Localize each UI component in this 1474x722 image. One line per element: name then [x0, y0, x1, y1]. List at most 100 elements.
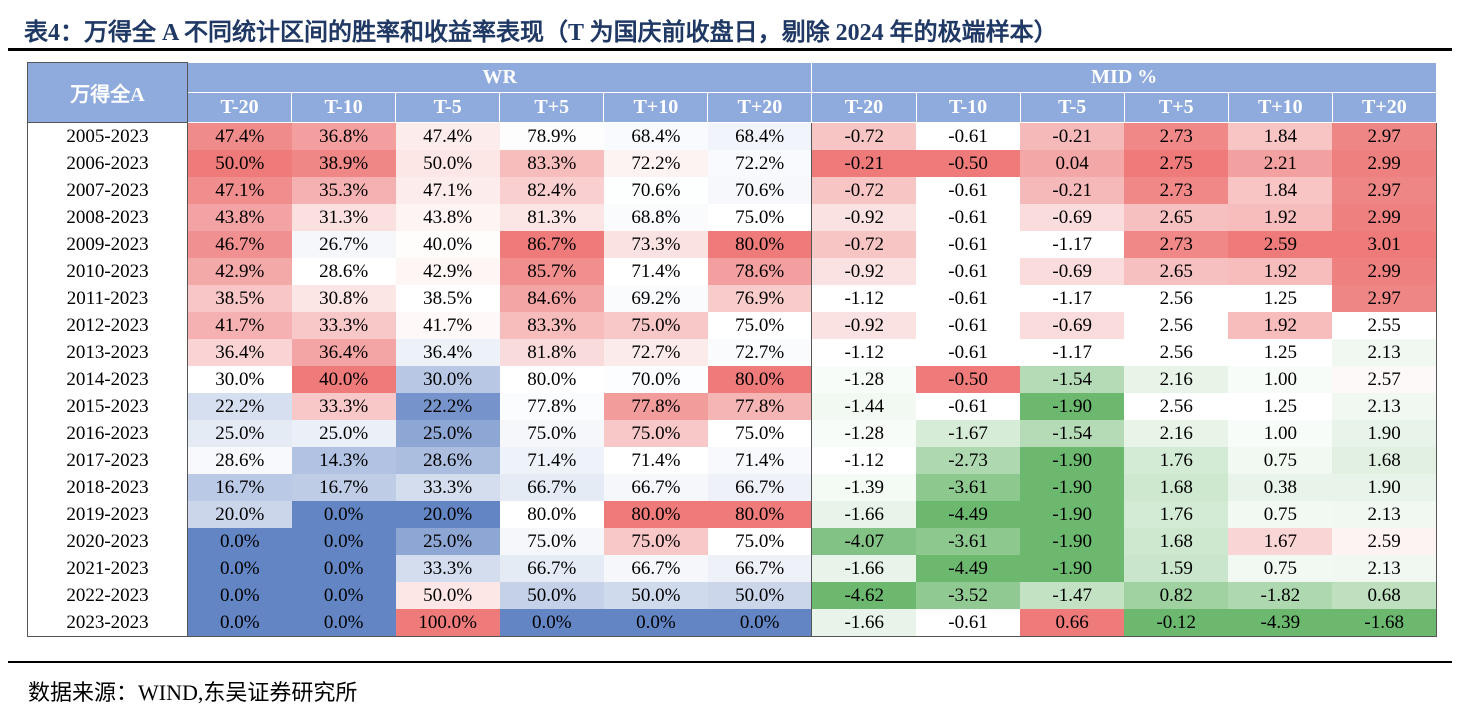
wr-column-header: T-20 [186, 92, 293, 123]
table-row: 2009-2023 46.7% 26.7% 40.0% 86.7% 73.3% 80.0% -… [27, 231, 1437, 258]
mid-cell: -0.61 [916, 285, 1021, 312]
mid-cell: -1.17 [1020, 339, 1125, 366]
mid-cell: -0.50 [916, 366, 1021, 393]
mid-cell: 1.76 [1124, 447, 1229, 474]
wr-cell: 50.0% [395, 582, 500, 609]
wr-cell: 75.0% [603, 420, 708, 447]
mid-cell: 1.25 [1228, 339, 1333, 366]
wr-cell: 25.0% [395, 420, 500, 447]
wr-cell: 38.5% [187, 285, 292, 312]
mid-cell: -0.61 [916, 258, 1021, 285]
mid-cell: -1.90 [1020, 447, 1125, 474]
wr-cell: 84.6% [499, 285, 604, 312]
period-cell: 2017-2023 [27, 447, 188, 474]
wr-cell: 75.0% [499, 528, 604, 555]
mid-cell: 2.13 [1332, 555, 1437, 582]
wr-cell: 70.6% [707, 177, 812, 204]
wr-cell: 66.7% [499, 555, 604, 582]
mid-cell: -1.12 [811, 285, 917, 312]
wr-cell: 33.3% [291, 312, 396, 339]
wr-cell: 36.8% [291, 122, 396, 150]
wr-cell: 36.4% [187, 339, 292, 366]
wr-cell: 0.0% [603, 609, 708, 637]
wr-cell: 70.0% [603, 366, 708, 393]
wr-cell: 66.7% [603, 555, 708, 582]
mid-cell: -0.61 [916, 339, 1021, 366]
mid-cell: -1.67 [916, 420, 1021, 447]
wr-cell: 50.0% [395, 150, 500, 177]
table-row: 2023-2023 0.0% 0.0% 100.0% 0.0% 0.0% 0.0% -1.66… [27, 609, 1437, 637]
wr-cell: 31.3% [291, 204, 396, 231]
mid-cell: -0.61 [916, 177, 1021, 204]
wr-cell: 16.7% [187, 474, 292, 501]
table-row: 2019-2023 20.0% 0.0% 20.0% 80.0% 80.0% 80.0% -1… [27, 501, 1437, 528]
mid-cell: -0.61 [916, 609, 1021, 637]
period-cell: 2012-2023 [27, 312, 188, 339]
mid-cell: 0.66 [1020, 609, 1125, 637]
mid-cell: 2.56 [1124, 312, 1229, 339]
wr-cell: 26.7% [291, 231, 396, 258]
mid-cell: -0.12 [1124, 609, 1229, 637]
period-cell: 2023-2023 [27, 609, 188, 637]
period-cell: 2007-2023 [27, 177, 188, 204]
table-row: 2017-2023 28.6% 14.3% 28.6% 71.4% 71.4% 71.4% -… [27, 447, 1437, 474]
wr-cell: 0.0% [291, 609, 396, 637]
table-row: 2021-2023 0.0% 0.0% 33.3% 66.7% 66.7% 66.7% -1.… [27, 555, 1437, 582]
wr-column-header: T+10 [603, 92, 709, 123]
mid-cell: 0.04 [1020, 150, 1125, 177]
wr-cell: 77.8% [499, 393, 604, 420]
table-title: 表4：万得全 A 不同统计区间的胜率和收益率表现（T 为国庆前收盘日，剔除 20… [24, 20, 1058, 46]
mid-cell: -0.61 [916, 393, 1021, 420]
wr-cell: 78.9% [499, 122, 604, 150]
period-cell: 2022-2023 [27, 582, 188, 609]
mid-cell: 1.68 [1124, 474, 1229, 501]
period-cell: 2014-2023 [27, 366, 188, 393]
column-header-row: T-20 T-10 T-5 T+5 T+10 T+20 T-20 T-10 T-5 T+5 T+10… [28, 92, 1438, 123]
mid-column-header: T+10 [1227, 92, 1333, 123]
wr-cell: 76.9% [707, 285, 812, 312]
wr-cell: 42.9% [395, 258, 500, 285]
wr-cell: 85.7% [499, 258, 604, 285]
wr-cell: 42.9% [187, 258, 292, 285]
wr-cell: 43.8% [395, 204, 500, 231]
mid-cell: 2.59 [1332, 528, 1437, 555]
mid-cell: 2.73 [1124, 231, 1229, 258]
mid-cell: 0.38 [1228, 474, 1333, 501]
mid-cell: -1.39 [811, 474, 917, 501]
wr-cell: 66.7% [499, 474, 604, 501]
wr-cell: 50.0% [707, 582, 812, 609]
period-cell: 2013-2023 [27, 339, 188, 366]
mid-cell: 2.56 [1124, 285, 1229, 312]
mid-cell: 1.25 [1228, 285, 1333, 312]
mid-cell: -0.21 [1020, 122, 1125, 150]
table-row: 2013-2023 36.4% 36.4% 36.4% 81.8% 72.7% 72.7% -… [27, 339, 1437, 366]
wr-cell: 50.0% [499, 582, 604, 609]
mid-cell: 2.13 [1332, 501, 1437, 528]
table-row: 2011-2023 38.5% 30.8% 38.5% 84.6% 69.2% 76.9% -… [27, 285, 1437, 312]
mid-cell: -1.44 [811, 393, 917, 420]
period-cell: 2018-2023 [27, 474, 188, 501]
wr-cell: 25.0% [187, 420, 292, 447]
table-row: 2018-2023 16.7% 16.7% 33.3% 66.7% 66.7% 66.7% -… [27, 474, 1437, 501]
mid-cell: 2.13 [1332, 339, 1437, 366]
mid-cell: -4.49 [916, 501, 1021, 528]
wr-cell: 41.7% [395, 312, 500, 339]
wr-cell: 80.0% [707, 501, 812, 528]
wr-cell: 0.0% [499, 609, 604, 637]
wr-column-header: T-5 [395, 92, 501, 123]
mid-cell: 2.16 [1124, 366, 1229, 393]
mid-cell: 2.99 [1332, 258, 1437, 285]
mid-cell: -0.69 [1020, 312, 1125, 339]
wr-cell: 30.8% [291, 285, 396, 312]
mid-cell: -1.90 [1020, 501, 1125, 528]
mid-cell: -0.92 [811, 204, 917, 231]
mid-cell: 1.84 [1228, 177, 1333, 204]
mid-cell: 1.92 [1228, 258, 1333, 285]
wr-cell: 47.1% [187, 177, 292, 204]
table-row: 2007-2023 47.1% 35.3% 47.1% 82.4% 70.6% 70.6% -… [27, 177, 1437, 204]
wr-cell: 0.0% [187, 609, 292, 637]
period-cell: 2011-2023 [27, 285, 188, 312]
wr-cell: 69.2% [603, 285, 708, 312]
wr-cell: 66.7% [603, 474, 708, 501]
wr-cell: 66.7% [707, 555, 812, 582]
